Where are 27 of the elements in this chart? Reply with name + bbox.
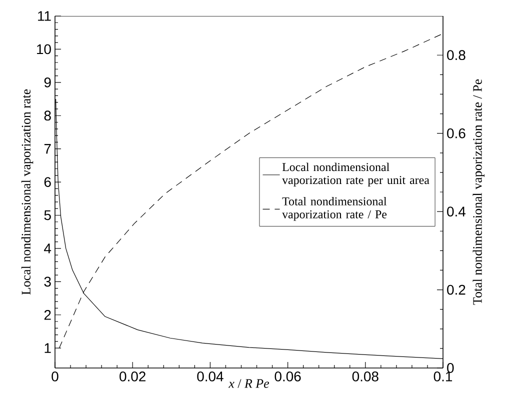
y-tick-label: 1: [44, 343, 51, 353]
y-tick-label: 9: [44, 77, 51, 88]
y-tick-label: 8: [44, 110, 51, 121]
y-tick-label: 2: [44, 310, 51, 320]
y2-tick-label: 0.8: [447, 50, 466, 60]
x-tick-label: 0.04: [197, 372, 224, 382]
y2-tick-label: 0.4: [447, 206, 466, 216]
y-tick-label: 7: [44, 144, 51, 154]
legend-label: Total nondimensional vaporization rate / Pe: [282, 196, 387, 221]
y-tick-label: 11: [38, 11, 51, 21]
x-tick-label: 0.02: [120, 372, 146, 382]
y-tick-label: 10: [37, 44, 51, 54]
y2-axis-title: Total nondimensional vaporization rate / Pe: [472, 79, 484, 305]
y2-tick-label: 0.6: [447, 128, 466, 138]
y-tick-label: 4: [44, 244, 52, 254]
x-axis-title: x / R Pe: [228, 379, 270, 388]
x-tick-label: 0.08: [352, 372, 378, 382]
y2-tick-label: 0.2: [447, 284, 466, 295]
x-tick-label: 0.1: [434, 372, 452, 382]
y-tick-label: 3: [44, 276, 51, 287]
x-tick-label: 0: [52, 372, 58, 382]
y2-tick-label: 0: [447, 363, 454, 373]
y-axis-title: Local nondimensional vaporization rate: [21, 89, 34, 295]
y-tick-label: 6: [44, 177, 51, 187]
y-tick-label: 5: [44, 210, 51, 220]
x-tick-label: 0.06: [274, 372, 301, 382]
legend-label: Local nondimensional vaporization rate per unit area: [282, 162, 430, 187]
